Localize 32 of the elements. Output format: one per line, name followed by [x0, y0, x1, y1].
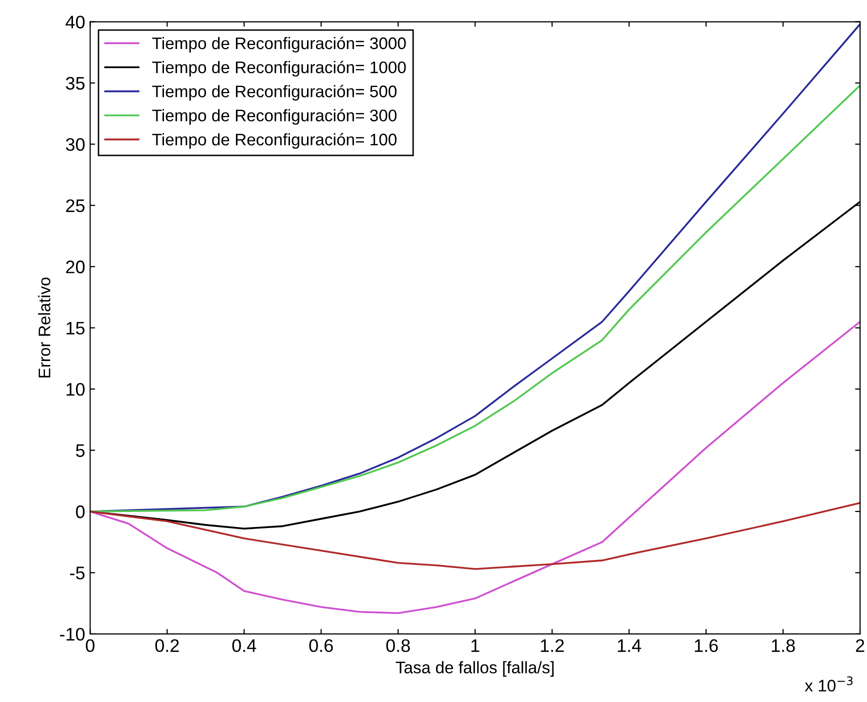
text: x 10$^{−3}$ [804, 676, 853, 692]
y-tick-label: 15 [66, 322, 85, 335]
x-tick-label: 0.8 [386, 639, 410, 652]
x-axis-title: Tasa de fallos [falla/s] [396, 661, 554, 677]
x-tick-label: 1.2 [540, 639, 564, 652]
x-tick-label: 1.6 [694, 639, 718, 652]
x-tick-label: 0.2 [155, 639, 179, 652]
line-series [90, 320, 860, 614]
y-tick-label: 5 [76, 444, 85, 457]
y-tick-label: 30 [66, 138, 85, 151]
x-tick-label: 0.6 [309, 639, 333, 652]
line-series [90, 502, 860, 570]
y-tick-label: 0 [76, 505, 85, 518]
legend-label: Tiempo de Reconfiguración= 100 [152, 133, 397, 149]
y-tick-label: 10 [66, 382, 85, 396]
y-tick-label: 35 [66, 76, 85, 90]
legend-label: Tiempo de Reconfiguración= 3000 [152, 36, 406, 52]
x-tick-label: 1 [471, 639, 480, 652]
x-tick-label: 1.4 [618, 639, 642, 652]
y-axis-title: Error Relativo [38, 278, 50, 378]
y-tick-label: -5 [70, 566, 85, 580]
y-tick-label: 40 [66, 16, 85, 28]
legend-label: Tiempo de Reconfiguración= 500 [152, 84, 397, 101]
x-tick-label: 2 [856, 639, 864, 652]
x-tick-label: 0.4 [232, 639, 256, 652]
y-tick-label: 25 [66, 199, 85, 212]
legend-label: Tiempo de Reconfiguración= 1000 [152, 60, 406, 77]
y-tick-label: -10 [60, 628, 85, 641]
legend-label: Tiempo de Reconfiguración= 300 [152, 108, 397, 125]
x-tick-label: 1.8 [772, 639, 795, 652]
x-tick-label: 0 [86, 639, 94, 652]
y-tick-label: 20 [66, 260, 85, 274]
